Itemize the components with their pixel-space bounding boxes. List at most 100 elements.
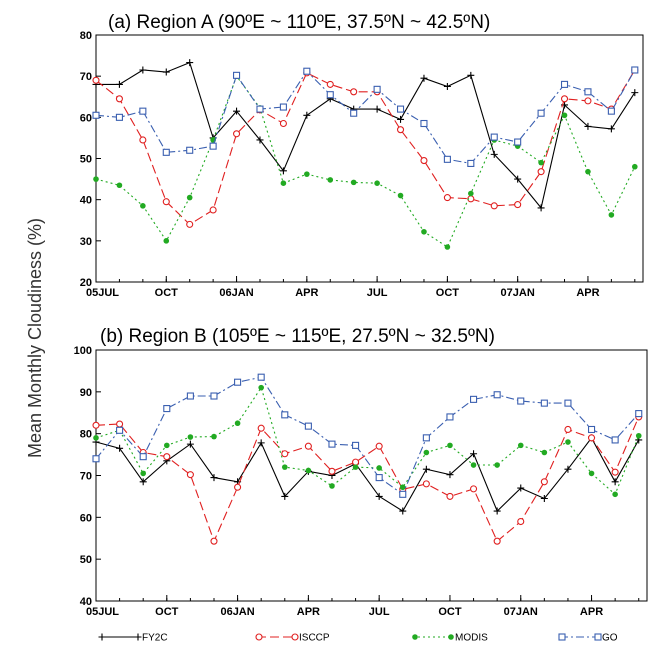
data-point-fy2c [186, 440, 194, 448]
y-tick-label: 30 [80, 236, 92, 248]
data-point-isccp [443, 194, 451, 202]
legend-label: MODIS [455, 633, 488, 644]
y-tick-label: 40 [80, 596, 92, 608]
data-point-fy2c [375, 492, 383, 500]
x-tick-label: JUL [367, 287, 388, 299]
data-point-fy2c [257, 439, 265, 447]
legend-marker [448, 634, 454, 640]
data-point-go [375, 474, 383, 482]
data-point-fy2c [607, 125, 615, 133]
panel-a-plot-frame [95, 34, 644, 283]
panel-a-series-isccp [92, 66, 639, 228]
panel-region-a: (a) Region A (90ºE ~ 110ºE, 37.5ºN ~ 42.… [80, 12, 644, 299]
data-point-isccp [446, 492, 454, 500]
legend-marker [255, 633, 263, 641]
data-point-go [209, 142, 217, 150]
data-point-go [303, 67, 311, 75]
data-point-go [92, 455, 100, 463]
data-point-fy2c [399, 507, 407, 515]
data-point-go [443, 155, 451, 163]
data-point-modis [258, 384, 264, 391]
data-point-go [611, 436, 619, 444]
data-point-fy2c [611, 478, 619, 486]
data-point-modis [447, 442, 453, 449]
data-point-fy2c [210, 474, 218, 482]
data-point-modis [608, 212, 615, 218]
data-point-isccp [517, 517, 525, 526]
data-point-modis [421, 228, 427, 235]
data-point-isccp [470, 485, 478, 493]
data-point-modis [444, 244, 451, 250]
data-point-isccp [281, 450, 289, 458]
panel-b-series-modis [93, 384, 642, 498]
x-tick-label: APR [576, 287, 599, 299]
data-point-modis [211, 433, 217, 440]
data-point-go [631, 66, 639, 74]
series-line-isccp [95, 416, 640, 543]
x-tick-label: OCT [155, 287, 179, 299]
data-point-go [540, 399, 548, 407]
x-tick-label: APR [580, 606, 603, 618]
x-tick-label: OCT [436, 287, 460, 299]
data-point-isccp [420, 157, 428, 165]
panel-b-series [92, 373, 643, 545]
data-point-go [116, 426, 124, 434]
data-point-isccp [560, 95, 569, 103]
data-point-modis [93, 176, 99, 182]
series-line-modis [95, 386, 640, 496]
data-point-modis [517, 442, 524, 449]
panel-b-title: (b) Region B (105ºE ~ 115ºE, 27.5ºN ~ 32… [100, 326, 495, 347]
panel-b-series-isccp [92, 413, 643, 545]
data-point-fy2c [281, 492, 289, 500]
data-point-go [162, 148, 170, 156]
data-point-go [560, 80, 569, 88]
data-point-isccp [493, 537, 501, 545]
data-point-modis [280, 180, 287, 186]
panel-a-series-fy2c [92, 59, 639, 212]
data-point-go [537, 109, 545, 117]
data-point-isccp [304, 442, 312, 450]
panel-a-title: (a) Region A (90ºE ~ 110ºE, 37.5ºN ~ 42.… [108, 12, 490, 33]
data-point-go [584, 88, 592, 96]
data-point-fy2c [443, 82, 451, 90]
x-tick-label: 06JAN [220, 606, 254, 618]
data-point-isccp [186, 220, 194, 228]
data-point-go [517, 397, 525, 405]
x-tick-label: OCT [438, 606, 462, 618]
data-point-go [281, 411, 289, 419]
data-point-modis [612, 491, 618, 498]
data-point-isccp [537, 168, 545, 176]
data-point-modis [538, 159, 544, 166]
panel-b-axes: 40 50 60 70 80 90 100 05JUL OCT 06JAN APR JUL OCT 07J… [74, 345, 640, 618]
data-point-isccp [328, 467, 336, 475]
data-point-isccp [490, 202, 498, 210]
data-point-fy2c [397, 115, 405, 123]
x-tick-label: 05JUL [86, 606, 119, 618]
data-point-fy2c [139, 66, 147, 74]
data-point-go [279, 103, 287, 111]
y-tick-label: 80 [80, 30, 92, 42]
x-tick-label: JUL [369, 606, 390, 618]
data-point-modis [565, 439, 571, 445]
data-point-modis [470, 462, 477, 468]
data-point-go [446, 413, 454, 421]
legend-marker [558, 633, 566, 641]
data-point-isccp [115, 95, 123, 103]
data-point-fy2c [446, 471, 454, 479]
data-point-isccp [611, 468, 619, 476]
data-point-go [233, 71, 241, 79]
data-point-modis [281, 464, 288, 470]
data-point-go [186, 146, 194, 154]
x-tick-label: APR [295, 287, 318, 299]
data-point-modis [186, 194, 193, 201]
y-tick-label: 20 [80, 277, 92, 289]
x-tick-label: 07JAN [504, 606, 538, 618]
data-point-modis [561, 112, 568, 119]
data-point-isccp [186, 471, 194, 479]
legend-item-go: GO [558, 633, 618, 644]
data-point-fy2c [493, 507, 501, 515]
data-point-fy2c [631, 89, 639, 97]
data-point-isccp [396, 126, 405, 134]
x-tick-label: 05JUL [86, 287, 119, 299]
y-tick-label: 50 [80, 554, 92, 566]
